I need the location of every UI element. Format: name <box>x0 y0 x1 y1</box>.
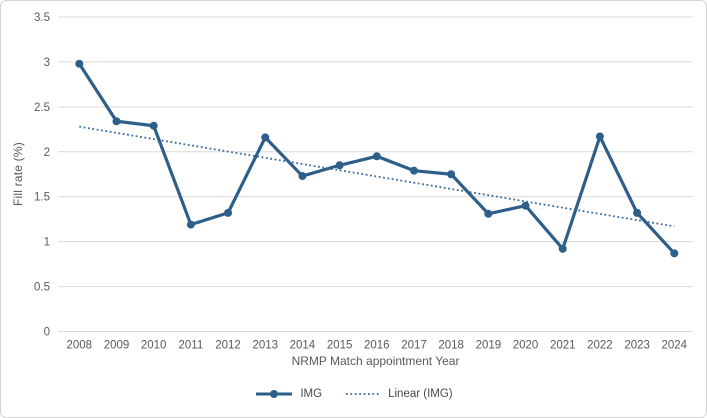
img-data-point-2012 <box>224 208 233 217</box>
img-data-point-2020 <box>521 201 530 210</box>
x-tick-label-2009: 2009 <box>104 340 130 352</box>
x-tick-label-2013: 2013 <box>252 340 278 352</box>
y-tick-label-2.5: 2.5 <box>34 102 50 114</box>
x-tick-label-2023: 2023 <box>624 340 650 352</box>
x-tick-label-2011: 2011 <box>178 340 203 352</box>
img-data-point-2022 <box>595 132 604 141</box>
legend-label-img: IMG <box>300 388 323 400</box>
legend-item-img: IMG <box>254 388 322 400</box>
img-data-point-2013 <box>261 133 270 142</box>
img-data-point-2009 <box>112 117 121 126</box>
img-data-point-2016 <box>372 152 381 161</box>
y-tick-label-3.5: 3.5 <box>34 12 50 24</box>
y-tick-label-1.5: 1.5 <box>34 192 50 204</box>
x-tick-label-2022: 2022 <box>587 340 613 352</box>
img-data-point-2021 <box>558 244 567 253</box>
legend: IMG Linear (IMG) <box>1 388 706 400</box>
y-tick-label-3: 3 <box>44 57 50 69</box>
x-tick-label-2014: 2014 <box>290 340 316 352</box>
x-tick-label-2016: 2016 <box>364 340 390 352</box>
img-data-point-2017 <box>409 166 418 175</box>
x-tick-label-2021: 2021 <box>550 340 576 352</box>
img-data-point-2010 <box>149 121 158 130</box>
img-data-point-2023 <box>633 208 642 217</box>
img-data-point-2008 <box>75 59 84 68</box>
legend-item-linear-img: Linear (IMG) <box>344 388 453 400</box>
img-data-point-2024 <box>670 249 679 258</box>
y-tick-label-2: 2 <box>44 147 50 159</box>
linear-trendline-swatch-icon <box>346 393 381 395</box>
y-tick-label-0.5: 0.5 <box>34 282 50 294</box>
legend-label-linear-img: Linear (IMG) <box>388 388 453 400</box>
img-data-point-2019 <box>484 209 493 218</box>
x-tick-label-2024: 2024 <box>662 340 688 352</box>
y-tick-label-0: 0 <box>44 327 50 339</box>
img-data-point-2011 <box>186 220 195 229</box>
x-tick-label-2010: 2010 <box>141 340 167 352</box>
x-tick-label-2020: 2020 <box>513 340 539 352</box>
y-axis-title: Fill rate (%) <box>11 142 25 207</box>
x-axis-title: NRMP Match appointment Year <box>291 354 460 368</box>
x-tick-label-2017: 2017 <box>401 340 427 352</box>
x-tick-label-2012: 2012 <box>215 340 241 352</box>
x-tick-label-2019: 2019 <box>476 340 502 352</box>
x-tick-label-2015: 2015 <box>327 340 353 352</box>
x-tick-label-2008: 2008 <box>67 340 93 352</box>
x-tick-label-2018: 2018 <box>438 340 464 352</box>
img-series-swatch-icon <box>256 390 293 398</box>
img-data-point-2014 <box>298 172 307 181</box>
y-tick-label-1: 1 <box>44 237 50 249</box>
img-data-point-2015 <box>335 161 344 170</box>
img-data-point-2018 <box>447 170 456 179</box>
